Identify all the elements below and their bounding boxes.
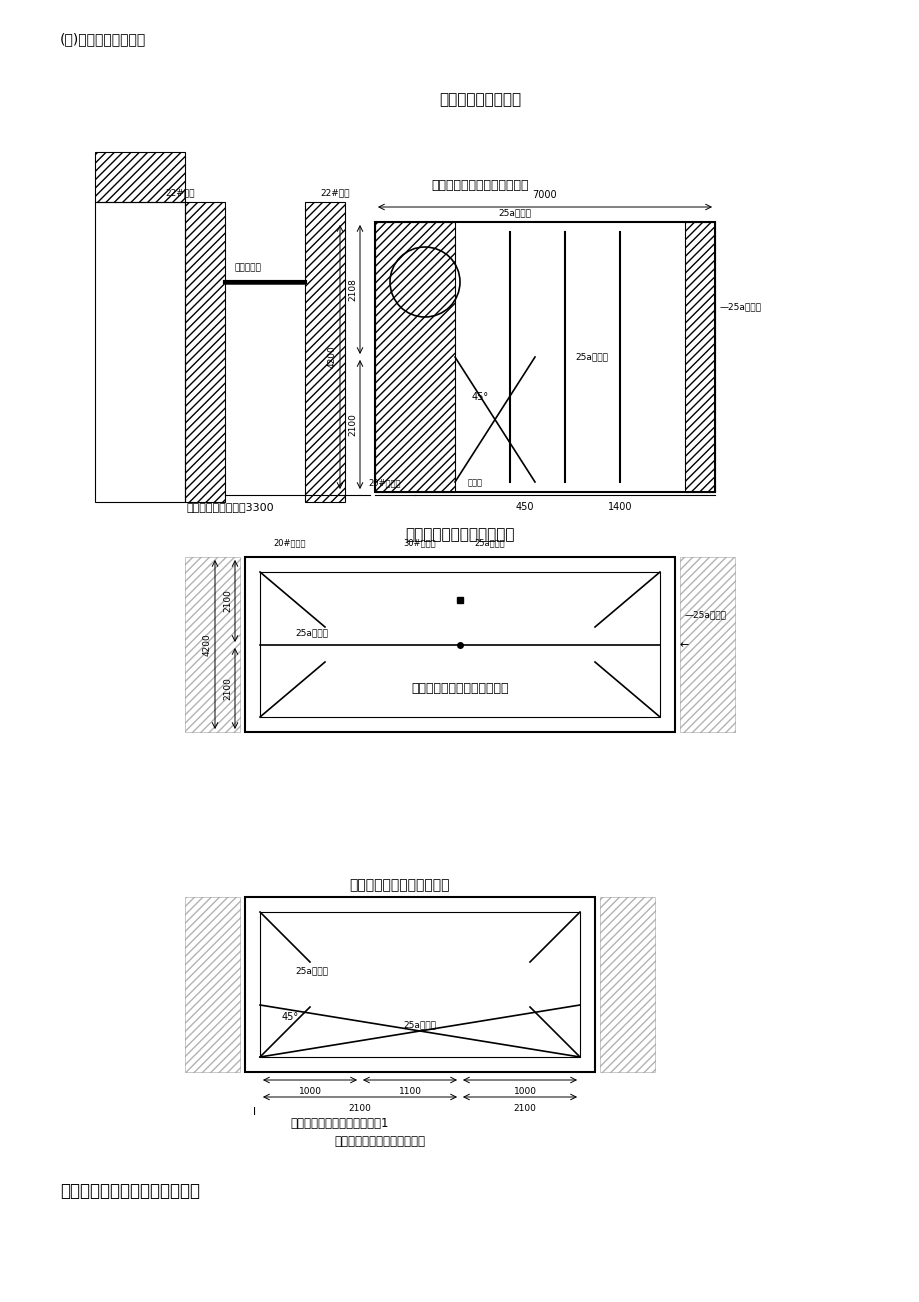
Text: 25a工字钢: 25a工字钢: [403, 1019, 436, 1029]
Text: 45°: 45°: [281, 1012, 299, 1022]
Text: 工字钢: 工字钢: [467, 478, 482, 487]
Text: 工作井接收井基坑支护方式三: 工作井接收井基坑支护方式三: [335, 1135, 425, 1148]
Bar: [260, 572, 659, 717]
Text: —25a工字钢: —25a工字钢: [720, 302, 761, 311]
Bar: [95, 202, 185, 503]
Text: 2100: 2100: [348, 1104, 371, 1113]
Text: 45°: 45°: [471, 392, 488, 402]
Text: 7000: 7000: [532, 190, 557, 201]
Text: 横向支撑杆: 横向支撑杆: [234, 263, 261, 272]
Bar: [185, 202, 225, 503]
Text: 开挖沟槽支撑剖面图3300: 开挖沟槽支撑剖面图3300: [186, 503, 274, 512]
Bar: [185, 557, 240, 732]
Text: 2100: 2100: [222, 677, 232, 700]
Text: 25a工字钢: 25a工字钢: [574, 353, 607, 362]
Bar: [95, 202, 185, 503]
Text: 2100: 2100: [222, 590, 232, 612]
Text: 工作井接收井基坑支护方式一: 工作井接收井基坑支护方式一: [431, 178, 528, 191]
Text: 25a工字钢: 25a工字钢: [295, 628, 328, 637]
Text: (二)、管道基坑支护图: (二)、管道基坑支护图: [60, 33, 146, 46]
Text: ←: ←: [679, 641, 688, 650]
Text: 4200: 4200: [328, 345, 336, 368]
Text: 工作井接收井基坑支护方式二: 工作井接收井基坑支护方式二: [411, 682, 508, 695]
Text: 20#工字钢: 20#工字钢: [369, 478, 401, 487]
Text: 450: 450: [516, 503, 534, 512]
Text: 1000: 1000: [298, 1087, 321, 1096]
Text: 2100: 2100: [513, 1104, 536, 1113]
Text: l: l: [253, 1107, 256, 1117]
Bar: [244, 897, 595, 1072]
Text: 4200: 4200: [203, 634, 211, 656]
Text: 工作井横向水平支撑平面图: 工作井横向水平支撑平面图: [404, 527, 515, 542]
Text: 1100: 1100: [398, 1087, 421, 1096]
Bar: [375, 223, 455, 492]
Text: 22#槽钢: 22#槽钢: [320, 187, 349, 197]
Text: 20#工字钢: 20#工字钢: [274, 538, 306, 547]
Text: 二、本工程投入的钢板桩的参数: 二、本工程投入的钢板桩的参数: [60, 1182, 199, 1200]
Bar: [260, 911, 579, 1057]
Bar: [375, 223, 714, 492]
Text: 1400: 1400: [607, 503, 631, 512]
Text: 接收井横向水平支撑平面图: 接收井横向水平支撑平面图: [349, 878, 449, 892]
Bar: [599, 897, 654, 1072]
Text: 25a工字钢: 25a工字钢: [474, 538, 505, 547]
Bar: [305, 202, 345, 503]
Text: 22#槽钢: 22#槽钢: [165, 187, 195, 197]
Bar: [679, 557, 734, 732]
Text: —25a工字钢: —25a工字钢: [685, 611, 726, 620]
Text: 25a工字钢: 25a工字钢: [295, 966, 328, 975]
Text: 1000: 1000: [513, 1087, 536, 1096]
Bar: [185, 897, 240, 1072]
Text: 2100: 2100: [347, 414, 357, 436]
Text: 25a工字钢: 25a工字钢: [498, 208, 531, 217]
Text: 工作井接收井竖向支撑剖面图1: 工作井接收井竖向支撑剖面图1: [290, 1117, 389, 1130]
Bar: [95, 152, 185, 202]
Text: 30#工字钢: 30#工字钢: [403, 538, 436, 547]
Bar: [244, 557, 675, 732]
Text: 2108: 2108: [347, 279, 357, 302]
Text: 沟槽开挖段支护方式: 沟槽开挖段支护方式: [438, 92, 520, 107]
Bar: [685, 223, 714, 492]
